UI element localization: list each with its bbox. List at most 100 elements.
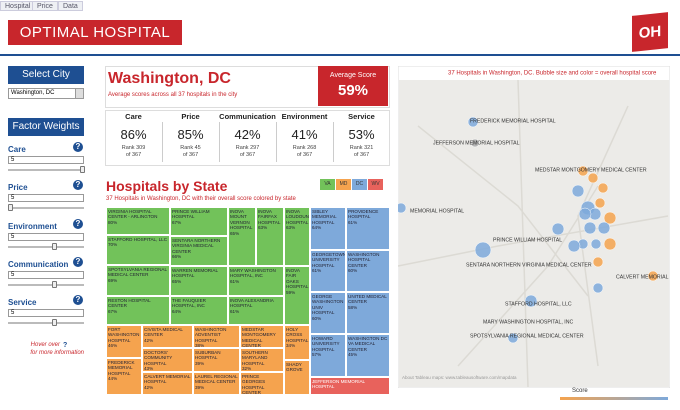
treemap-tile[interactable]: WASHINGTON ADVENTIST HOSPITAL 38% <box>193 325 240 348</box>
help-icon[interactable]: ? <box>73 219 83 229</box>
treemap-tile[interactable]: PRINCE WILLIAM HOSPITAL 67% <box>170 207 228 236</box>
slider-thumb[interactable] <box>52 243 57 250</box>
map-bubble <box>507 332 519 344</box>
help-icon[interactable]: ? <box>73 180 83 190</box>
treemap-tile[interactable]: CALVERT MEMORIAL HOSPITAL 42% <box>142 372 193 395</box>
map-label: SPOTSYLVANIA REGIONAL MEDICAL CENTER <box>470 333 584 339</box>
treemap-tile[interactable]: SENTARA NORTHERN VIRGINIA MEDICAL CENTER… <box>170 236 228 266</box>
legend-item[interactable]: VA <box>320 179 335 190</box>
map-road <box>417 125 589 297</box>
slider-track[interactable] <box>8 284 84 286</box>
tab[interactable]: Price <box>32 1 58 11</box>
treemap-tile[interactable]: HOWARD UNIVERSITY HOSPITAL 57% <box>310 334 346 377</box>
treemap-tile[interactable]: DOCTORS' COMMUNITY HOSPITAL 43% <box>142 348 193 372</box>
tab[interactable]: Hospital <box>0 1 36 11</box>
treemap-tile[interactable]: INOVA FAIR OAKS HOSPITAL 59% <box>284 266 310 325</box>
treemap-tile[interactable]: MEDSTAR MONTGOMERY MEDICAL CENTER35% <box>240 325 284 348</box>
map-bubble <box>597 221 611 235</box>
map-label: PRINCE WILLIAM HOSPITAL <box>493 237 562 243</box>
map-bubble <box>592 282 604 294</box>
tile-score: 65% <box>172 278 182 284</box>
help-icon[interactable]: ? <box>73 295 83 305</box>
legend-item[interactable]: MD <box>336 179 351 190</box>
slider-thumb[interactable] <box>80 166 85 173</box>
tile-score: 66% <box>172 254 182 260</box>
map-bubble <box>524 294 538 308</box>
tab[interactable]: Data <box>58 1 83 11</box>
city-dropdown[interactable]: Washington, DC <box>8 88 84 99</box>
tile-score: 39% <box>195 360 205 366</box>
weight-input[interactable]: 5 <box>8 233 84 241</box>
treemap-tile[interactable]: INOVA LOUDOUN HOSPITAL 63% <box>284 207 310 266</box>
slider-thumb[interactable] <box>8 204 13 211</box>
treemap-tile[interactable]: FREDERICK MEMORIAL HOSPITAL 44% <box>106 358 142 395</box>
map-label: MEMORIAL HOSPITAL <box>410 208 464 214</box>
treemap-tile[interactable]: SHADY GROVE <box>284 360 310 395</box>
tile-score: 61% <box>230 308 240 314</box>
treemap-tile[interactable]: THE FAUQUIER HOSPITAL, INC 64% <box>170 296 228 325</box>
weight-input[interactable]: 5 <box>8 309 84 317</box>
treemap-tile[interactable]: INOVA MOUNT VERNON HOSPITAL 65% <box>228 207 256 266</box>
treemap-tile[interactable]: LAUREL REGIONAL MEDICAL CENTER 39% <box>193 372 240 395</box>
treemap-tile[interactable]: SIBLEY MEMORIAL HOSPITAL 64% <box>310 207 346 250</box>
weight-input[interactable]: 5 <box>8 194 84 202</box>
score-table <box>105 110 390 166</box>
score-value: 41% <box>291 127 318 142</box>
treemap-tile[interactable]: CIVISTA MEDICAL CENTER 42% <box>142 325 193 348</box>
treemap-tile[interactable]: WASHINGTON DC VA MEDICAL CENTER 45% <box>346 334 390 377</box>
tile-score: 61% <box>348 219 358 225</box>
slider-track[interactable] <box>8 246 84 248</box>
map-bubble <box>647 270 659 282</box>
score-rank: Rank 297 <box>235 145 260 151</box>
treemap-tile[interactable]: UNITED MEDICAL CENTER 58% <box>346 292 390 334</box>
weight-input[interactable]: 5 <box>8 271 84 279</box>
tile-name: MARY WASHINGTON HOSPITAL, INC <box>230 268 276 279</box>
tile-name: SPOTSYLVANIA REGIONAL MEDICAL CENTER <box>108 267 167 278</box>
legend-item[interactable]: DC <box>352 179 367 190</box>
help-icon[interactable]: ? <box>73 142 83 152</box>
treemap-tile[interactable]: INOVA FAIRFAX HOSPITAL 63% <box>256 207 284 266</box>
map-legend-title: Score <box>572 388 588 394</box>
treemap-tile[interactable]: RESTON HOSPITAL CENTER 67% <box>106 296 170 325</box>
treemap-tile[interactable]: INOVA ALEXANDRIA HOSPITAL 61% <box>228 296 284 325</box>
slider-track[interactable] <box>8 322 84 324</box>
tile-score: 64% <box>172 308 182 314</box>
legend-item[interactable]: WV <box>368 179 383 190</box>
map[interactable]: 37 Hospitals in Washington, DC. Bubble s… <box>398 66 670 388</box>
treemap-tile[interactable]: SUBURBAN HOSPITAL 39% <box>193 348 240 372</box>
tile-score: 61% <box>312 268 322 274</box>
treemap-tile[interactable]: SOUTHERN MARYLAND HOSPITAL 32% <box>240 348 284 372</box>
treemap-tile[interactable]: PROVIDENCE HOSPITAL 61% <box>346 207 390 250</box>
map-label: SENTARA NORTHERN VIRGINIA MEDICAL CENTER <box>466 262 592 268</box>
weight-input[interactable]: 5 <box>8 156 84 164</box>
treemap-tile[interactable]: SPOTSYLVANIA REGIONAL MEDICAL CENTER 69% <box>106 265 170 296</box>
treemap-tile[interactable]: GEORGE WASHINGTON UNIV HOSPITAL 60% <box>310 292 346 334</box>
score-divider <box>333 122 334 162</box>
score-value: 42% <box>234 127 261 142</box>
treemap-tile[interactable]: WARREN MEMORIAL HOSPITAL 65% <box>170 266 228 296</box>
slider-track[interactable] <box>8 207 84 209</box>
treemap-tile[interactable]: VIRGINIA HOSPITAL CENTER - ARLINGTON 80% <box>106 207 170 235</box>
score-divider <box>276 122 277 162</box>
treemap-tile[interactable]: STAFFORD HOSPITAL, LLC 70% <box>106 235 170 265</box>
treemap-tile[interactable]: MARY WASHINGTON HOSPITAL, INC 61% <box>228 266 284 296</box>
help-icon-inline: ? <box>63 342 68 349</box>
treemap-tile[interactable]: JEFFERSON MEMORIAL HOSPITAL <box>310 377 390 395</box>
treemap-tile[interactable]: FORT WASHINGTON HOSPITAL 46% <box>106 325 142 358</box>
treemap-tile[interactable]: PRINCE GEORGES HOSPITAL CENTER32% <box>240 372 284 395</box>
factor-label: Service <box>8 298 37 307</box>
slider-track[interactable] <box>8 169 84 171</box>
map-attribution: About Tableau maps: www.tableausoftware.… <box>402 375 517 380</box>
help-icon[interactable]: ? <box>73 257 83 267</box>
treemap-tile[interactable]: WASHINGTON HOSPITAL CENTER 60% <box>346 250 390 292</box>
slider-thumb[interactable] <box>52 319 57 326</box>
map-bubble <box>594 197 606 209</box>
map-label: FREDERICK MEMORIAL HOSPITAL <box>470 118 556 124</box>
logo: OH <box>632 12 668 52</box>
slider-thumb[interactable] <box>52 281 57 288</box>
treemap-tile[interactable]: GEORGETOWN UNIVERSITY HOSPITAL 61% <box>310 250 346 292</box>
map-bubble <box>567 239 581 253</box>
treemap-tile[interactable]: HOLY CROSS HOSPITAL 34% <box>284 325 310 360</box>
tile-name: FORT WASHINGTON HOSPITAL <box>108 327 140 343</box>
